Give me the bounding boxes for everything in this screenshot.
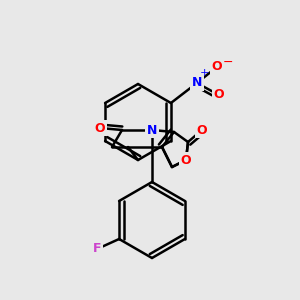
Text: O: O — [214, 88, 224, 101]
Text: −: − — [223, 56, 233, 68]
Text: N: N — [147, 124, 157, 136]
Text: O: O — [197, 124, 207, 136]
Text: F: F — [93, 242, 101, 256]
Text: O: O — [212, 61, 222, 74]
Text: N: N — [192, 76, 202, 89]
Text: O: O — [95, 122, 105, 134]
Text: +: + — [200, 68, 210, 78]
Text: O: O — [181, 154, 191, 166]
